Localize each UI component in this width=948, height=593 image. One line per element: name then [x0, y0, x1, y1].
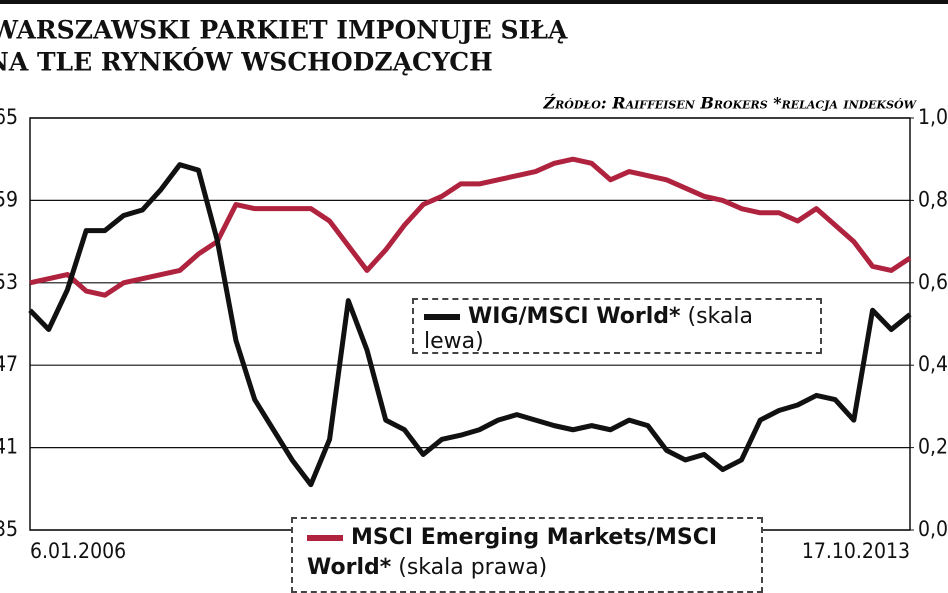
legend-item: MSCI Emerging Markets/MSCI World* (skala… — [291, 517, 763, 593]
y-tick-label: 59 — [0, 187, 18, 211]
x-tick-label: 17.10.2013 — [802, 539, 910, 563]
y2-tick-label: 0,2 — [918, 435, 948, 459]
y2-tick-label: 0,0 — [918, 517, 948, 541]
chart-subtitle: NA TLE RYNKÓW WSCHODZĄCYCH — [0, 48, 493, 77]
legend-item: WIG/MSCI World* (skala lewa) — [412, 298, 822, 354]
legend-label: WIG/MSCI World* — [468, 304, 681, 329]
y-tick-label: 41 — [0, 435, 18, 459]
y-tick-label: 65 — [0, 105, 18, 129]
x-tick-label: 6.01.2006 — [30, 539, 126, 563]
chart-title: WARSZAWSKI PARKIET IMPONUJE SIŁĄ — [0, 16, 568, 45]
y2-tick-label: 0,6 — [918, 270, 948, 294]
source: Źródło: Raiffeisen Brokers *relacja inde… — [542, 93, 917, 113]
y2-tick-label: 0,8 — [918, 187, 948, 211]
y2-tick-label: 1,0 — [918, 105, 948, 129]
legend-label: MSCI Emerging Markets/MSCI World* — [307, 525, 718, 580]
line-series — [29, 156, 912, 298]
y-tick-label: 53 — [0, 270, 18, 294]
legend-note: (skala prawa) — [398, 555, 548, 580]
top-bar — [0, 0, 948, 4]
y2-tick-label: 0,4 — [918, 352, 948, 376]
legend-swatch — [424, 314, 460, 320]
y-tick-label: 35 — [0, 517, 18, 541]
line-series — [28, 162, 912, 488]
legend-note: (skala lewa) — [424, 304, 753, 354]
y-tick-label: 47 — [0, 352, 18, 376]
legend-swatch — [307, 535, 343, 541]
